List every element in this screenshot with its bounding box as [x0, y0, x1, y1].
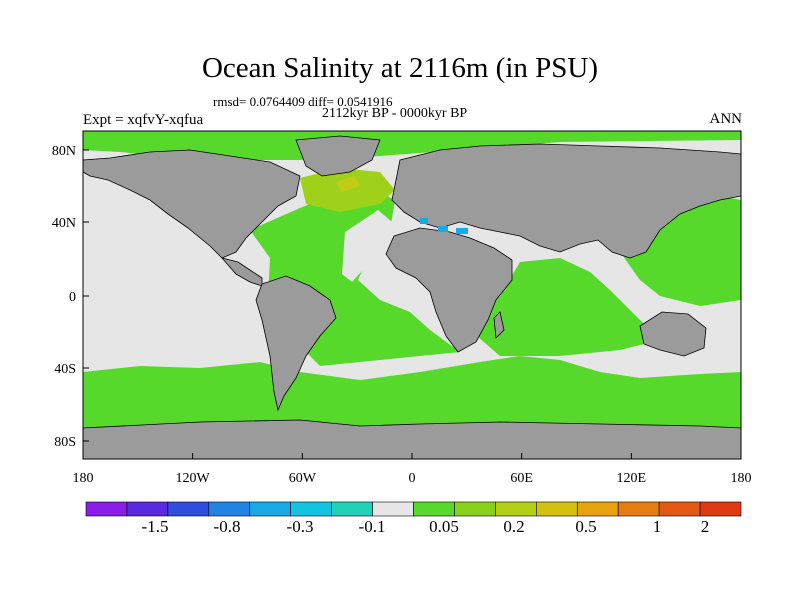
colorbar-box [536, 501, 578, 517]
colorbar-label: -0.1 [359, 517, 386, 536]
colorbar-box [658, 501, 701, 517]
land-masses [83, 135, 741, 459]
australia [639, 311, 707, 357]
mediterranean-negative [420, 218, 468, 234]
eurasia [391, 143, 741, 259]
lon-axis: 180 120W 60W 0 60E 120E 180 [73, 453, 752, 486]
lon-tick-label: 60W [289, 471, 317, 486]
lon-tick-label: 180 [73, 471, 94, 486]
colorbar-box [454, 501, 496, 517]
greenland [295, 135, 381, 177]
colorbar [85, 501, 742, 517]
page-title: Ocean Salinity at 2116m (in PSU) [201, 52, 599, 84]
colorbar-label: -1.5 [142, 517, 169, 536]
lon-tick-label: 0 [409, 471, 416, 486]
colorbar-label: 0.2 [503, 517, 524, 536]
colorbar-box [208, 501, 251, 517]
colorbar-box [495, 501, 537, 517]
colorbar-label: 1 [653, 517, 662, 536]
central-america [220, 257, 263, 287]
lat-tick-label: 40N [52, 216, 76, 231]
antarctica [83, 419, 741, 459]
africa [385, 227, 513, 353]
colorbar-label: 0.05 [429, 517, 459, 536]
colorbar-label: -0.3 [287, 517, 314, 536]
colorbar-label: 0.5 [575, 517, 596, 536]
southern-ocean-anomaly [83, 356, 741, 432]
colorbar-label: 2 [701, 517, 710, 536]
indian-ocean-anomaly [470, 258, 660, 356]
colorbar-box [331, 501, 373, 517]
colorbar-box [372, 501, 414, 517]
colorbar-box [126, 501, 169, 517]
north-atlantic-peak [336, 176, 360, 192]
south-america [255, 275, 337, 412]
colorbar-box [413, 501, 455, 517]
lat-tick-label: 0 [69, 290, 76, 305]
colorbar-box [249, 501, 291, 517]
colorbar-label: -0.8 [214, 517, 241, 536]
lon-tick-label: 180 [731, 471, 752, 486]
lon-tick-label: 120E [617, 471, 647, 486]
season-label: ANN [709, 111, 743, 127]
lon-tick-label: 60E [510, 471, 533, 486]
colorbar-box [290, 501, 332, 517]
lat-axis: 80N 40N 0 40S 80S [52, 144, 89, 450]
period-text: 2112kyr BP - 0000kyr BP [322, 106, 468, 121]
colorbar-box [699, 501, 742, 517]
experiment-label: Expt = xqfvY-xqfua [83, 112, 204, 128]
salinity-map [83, 131, 741, 459]
colorbar-box [167, 501, 210, 517]
stats-text: rmsd= 0.0764409 diff= 0.0541916 [213, 94, 393, 109]
lon-tick-label: 120W [176, 471, 211, 486]
colorbar-box [85, 501, 128, 517]
east-atlantic-neutral [342, 210, 392, 282]
lat-tick-label: 80S [54, 435, 76, 450]
lat-tick-label: 80N [52, 144, 76, 159]
madagascar [493, 311, 505, 339]
colorbar-box [576, 501, 619, 517]
colorbar-box [617, 501, 660, 517]
colorbar-labels: -1.5 -0.8 -0.3 -0.1 0.05 0.2 0.5 1 2 [142, 517, 710, 536]
lat-tick-label: 40S [54, 362, 76, 377]
north-america [83, 149, 301, 259]
arctic-anomaly [83, 131, 741, 160]
